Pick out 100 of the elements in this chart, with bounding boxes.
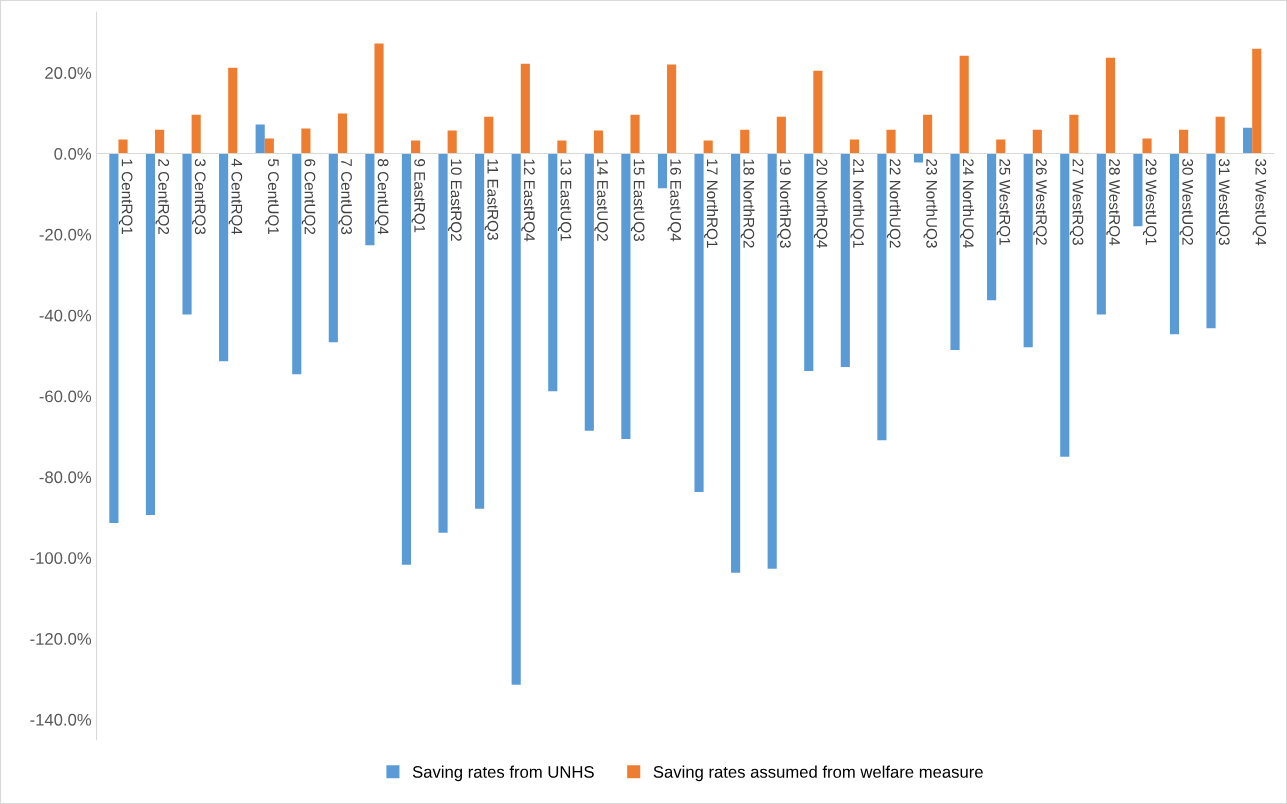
x-tick-label: 5 CentUQ1 [265, 159, 279, 235]
bar [776, 116, 786, 154]
legend-label: Saving rates assumed from welfare measure [653, 765, 983, 782]
bar [1069, 114, 1079, 154]
x-tick-label: 7 CentUQ3 [338, 159, 352, 235]
bar [301, 128, 311, 154]
bar [1206, 153, 1216, 329]
y-tick-label: -40.0% [39, 309, 92, 322]
bar [840, 153, 850, 367]
bar [667, 64, 677, 154]
x-tick-label: 14 EastUQ2 [594, 159, 608, 241]
x-tick-label: 8 CentUQ4 [374, 159, 389, 235]
bar [1133, 153, 1143, 227]
x-tick-label: 12 EastRQ4 [521, 159, 535, 242]
legend-label: Saving rates from UNHS [412, 765, 594, 782]
bar [447, 130, 457, 154]
x-tick-label: 29 WestUQ1 [1142, 159, 1157, 245]
x-tick-label: 2 CentRQ2 [155, 159, 170, 235]
bar [438, 153, 448, 533]
bar [621, 153, 631, 439]
bar [264, 138, 274, 154]
bar [694, 153, 704, 492]
bar [886, 129, 896, 154]
bar [959, 55, 969, 154]
x-tick-label: 15 EastUQ3 [630, 159, 645, 241]
bar [1023, 153, 1033, 348]
x-tick-label: 26 WestRQ2 [1033, 159, 1047, 245]
bar [996, 139, 1006, 154]
x-tick-label: 24 NorthUQ4 [960, 159, 975, 248]
x-tick-label: 18 NorthRQ2 [740, 159, 755, 248]
x-tick-label: 31 WestUQ3 [1216, 158, 1230, 245]
y-tick-label: -120.0% [30, 633, 92, 645]
y-tick-label: -60.0% [39, 390, 92, 403]
y-tick-label: -20.0% [39, 228, 92, 241]
bar [191, 114, 201, 154]
bar [767, 153, 777, 569]
bar [1032, 129, 1042, 154]
bar [1169, 153, 1180, 335]
bar [337, 113, 348, 154]
x-tick-label: 19 NorthRQ3 [777, 159, 792, 248]
x-tick-label: 20 NorthRQ4 [813, 159, 828, 248]
bar [411, 140, 421, 154]
bar [365, 153, 375, 246]
bar [118, 139, 128, 154]
bar [182, 153, 192, 315]
x-tick-label: 30 WestUQ2 [1179, 158, 1194, 245]
x-tick-label: 6 CentUQ2 [301, 159, 316, 235]
bar [292, 153, 302, 375]
bar [1105, 57, 1116, 154]
x-tick-label: 3 CentRQ3 [192, 158, 206, 235]
x-tick-label: 16 EastUQ4 [667, 159, 682, 242]
bar [145, 153, 156, 515]
y-tick-label: 20.0% [45, 67, 92, 79]
bar [548, 153, 558, 392]
y-tick-label: -80.0% [39, 471, 92, 484]
x-tick-label: 28 WestRQ4 [1106, 159, 1120, 246]
bar [255, 124, 265, 154]
y-tick-label: 0.0% [54, 147, 92, 160]
bar [401, 153, 412, 565]
x-tick-label: 22 NorthUQ2 [886, 159, 901, 248]
bar [328, 153, 338, 343]
bar [593, 130, 604, 154]
bar [475, 153, 485, 509]
x-tick-label: 21 NorthUQ1 [850, 159, 865, 248]
bar [1142, 138, 1152, 154]
bar [877, 153, 887, 441]
bar [731, 153, 741, 573]
bar [1096, 153, 1106, 315]
bar [484, 116, 494, 154]
x-tick-label: 23 NorthUQ3 [923, 159, 938, 248]
bar [849, 139, 860, 154]
bar [1179, 129, 1189, 154]
bar [804, 153, 814, 372]
x-tick-label: 10 EastRQ2 [448, 159, 462, 241]
bar [657, 153, 668, 189]
bar [557, 140, 567, 154]
bar [703, 140, 713, 154]
bar [740, 129, 750, 154]
bar [1243, 127, 1253, 154]
bar [813, 70, 823, 154]
bar [1252, 48, 1262, 154]
x-tick-label: 27 WestRQ3 [1069, 159, 1084, 245]
bar [584, 153, 594, 431]
x-tick-label: 1 CentRQ1 [118, 159, 133, 235]
x-tick-label: 11 EastRQ3 [484, 159, 499, 240]
bar [1215, 116, 1225, 154]
bar [1060, 153, 1070, 457]
x-tick-label: 17 NorthRQ1 [704, 159, 719, 248]
x-tick-label: 25 WestRQ1 [996, 159, 1011, 245]
x-tick-label: 32 WestUQ4 [1252, 158, 1267, 246]
x-tick-label: 4 CentRQ4 [228, 158, 243, 235]
bar [228, 67, 238, 154]
bar [950, 153, 960, 350]
bar [923, 114, 933, 154]
y-tick-label: -100.0% [30, 552, 92, 564]
bar [511, 153, 521, 685]
x-tick-label: 13 EastUQ1 [557, 159, 572, 241]
x-tick-label: 9 EastRQ1 [411, 159, 426, 233]
bar [520, 63, 530, 154]
y-tick-label: -140.0% [30, 713, 92, 726]
